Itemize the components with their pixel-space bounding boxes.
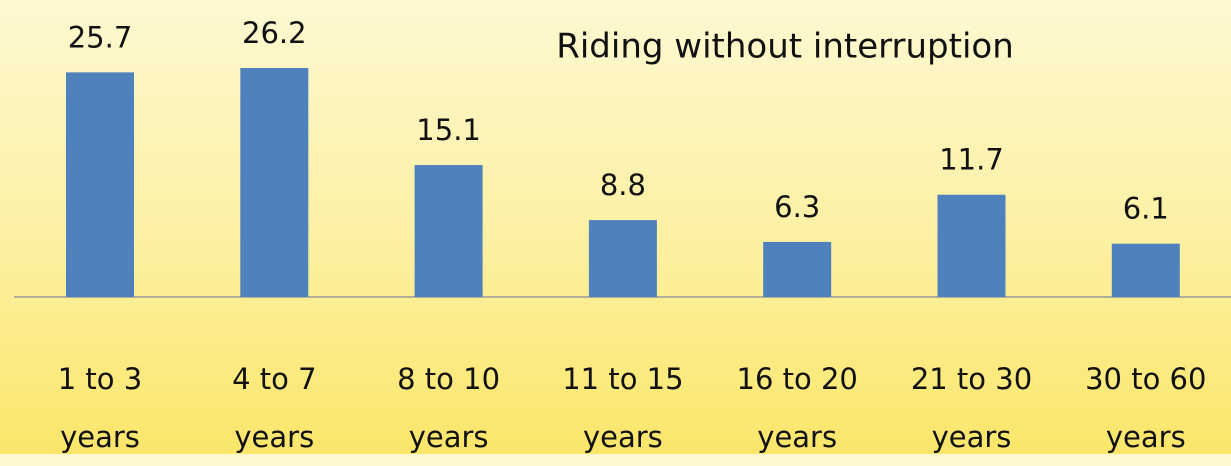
- bar: [1111, 243, 1180, 297]
- value-label: 11.7: [939, 143, 1004, 177]
- x-tick-label: 1 to 3 years: [57, 362, 143, 454]
- bar: [588, 220, 657, 297]
- x-tick-label: 8 to 10 years: [397, 362, 501, 454]
- value-label: 15.1: [416, 113, 481, 147]
- bar: [763, 241, 832, 297]
- chart: Riding without interruption 25.7 26.2 15.1…: [14, 16, 1231, 298]
- x-tick-label: 4 to 7 years: [232, 362, 317, 454]
- x-tick-label: 11 to 15 years: [562, 362, 684, 454]
- value-label: 6.1: [1123, 192, 1169, 226]
- x-tick-label: 21 to 30 years: [910, 362, 1033, 454]
- bar: [414, 165, 483, 297]
- page: Riding without interruption 25.7 26.2 15.1…: [0, 0, 1231, 454]
- bar: [240, 68, 309, 297]
- bar: [66, 72, 134, 297]
- x-tick-label: 30 to 60 years: [1085, 362, 1207, 454]
- chart-title: Riding without interruption: [556, 27, 1014, 67]
- value-label: 26.2: [242, 16, 307, 50]
- bar: [937, 194, 1006, 297]
- value-label: 8.8: [600, 168, 646, 202]
- value-label: 25.7: [68, 20, 133, 54]
- x-tick-label: 16 to 20 years: [736, 362, 858, 454]
- value-label: 6.3: [774, 190, 820, 224]
